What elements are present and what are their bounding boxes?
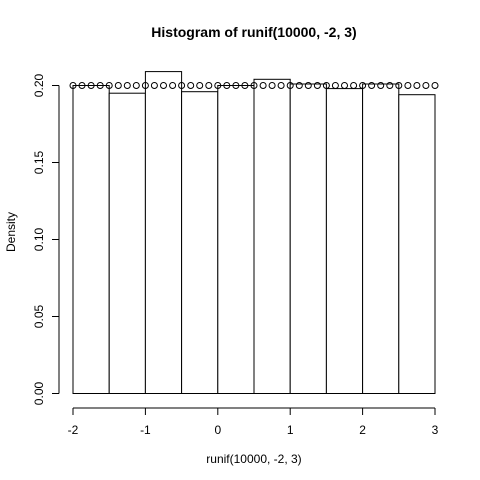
y-axis-title: Density	[4, 212, 18, 252]
y-tick-label-0: 0.00	[32, 381, 46, 405]
histogram-bar-4	[217, 85, 255, 394]
histogram-bar-9	[398, 94, 436, 394]
density-point-30	[341, 82, 348, 89]
density-point-33	[368, 82, 376, 89]
histogram-bar-6	[289, 83, 327, 394]
density-point-8	[141, 82, 149, 89]
x-tick-label-4: 2	[359, 423, 366, 437]
density-point-3	[96, 82, 104, 89]
x-axis-title: runif(10000, -2, 3)	[206, 452, 301, 466]
density-point-15	[205, 82, 213, 89]
y-tick-label-2: 0.10	[32, 227, 46, 251]
density-point-18	[232, 82, 240, 89]
histogram-bar-1	[108, 92, 146, 394]
density-point-34	[377, 82, 385, 89]
density-point-27	[313, 82, 321, 89]
density-points-group	[69, 82, 439, 89]
y-tick-label-3: 0.15	[32, 150, 46, 174]
x-tick-label-5: 3	[432, 423, 439, 437]
density-point-6	[123, 82, 131, 89]
histogram-bar-7	[325, 88, 364, 394]
density-point-5	[114, 82, 122, 89]
density-point-31	[350, 82, 358, 89]
density-point-7	[132, 82, 140, 89]
density-point-1	[78, 82, 86, 89]
density-point-13	[187, 82, 195, 89]
x-tick-label-0: -2	[68, 423, 79, 437]
density-point-19	[241, 82, 249, 89]
density-point-20	[250, 82, 258, 89]
density-point-12	[178, 82, 186, 89]
histogram-bar-3	[181, 91, 219, 394]
density-point-28	[322, 82, 330, 89]
bars-group	[72, 71, 436, 395]
density-point-29	[331, 82, 339, 89]
density-point-2	[87, 82, 95, 89]
histogram-bar-2	[144, 71, 183, 394]
density-point-22	[268, 82, 276, 89]
density-point-11	[169, 82, 177, 89]
density-point-21	[259, 82, 267, 89]
density-point-4	[105, 82, 113, 89]
histogram-bar-8	[362, 83, 400, 394]
x-tick-label-3: 1	[287, 423, 294, 437]
density-point-10	[160, 82, 167, 89]
density-point-26	[304, 82, 312, 89]
y-tick-label-1: 0.05	[32, 304, 46, 328]
histogram-bar-0	[72, 85, 110, 394]
density-point-24	[286, 82, 294, 89]
density-point-17	[223, 82, 231, 89]
density-point-40	[431, 82, 439, 89]
density-point-9	[150, 82, 158, 89]
density-point-23	[277, 82, 285, 89]
density-point-35	[386, 82, 394, 89]
density-point-38	[413, 82, 421, 89]
x-tick-label-1: -1	[140, 423, 151, 437]
density-point-25	[295, 82, 303, 89]
y-tick-label-4: 0.20	[32, 73, 46, 97]
density-point-36	[395, 82, 403, 89]
density-point-14	[196, 82, 204, 89]
density-point-16	[214, 82, 222, 89]
chart-title: Histogram of runif(10000, -2, 3)	[151, 24, 356, 40]
density-point-37	[404, 82, 412, 89]
density-point-39	[422, 82, 430, 89]
y-axis: 0.00 0.05 0.10 0.15 0.20	[32, 73, 60, 405]
x-axis: -2 -1 0 1 2 3	[68, 407, 439, 437]
density-point-0	[69, 82, 77, 89]
x-tick-label-2: 0	[214, 423, 221, 437]
histogram-bar-5	[253, 78, 291, 395]
density-point-32	[359, 82, 367, 89]
